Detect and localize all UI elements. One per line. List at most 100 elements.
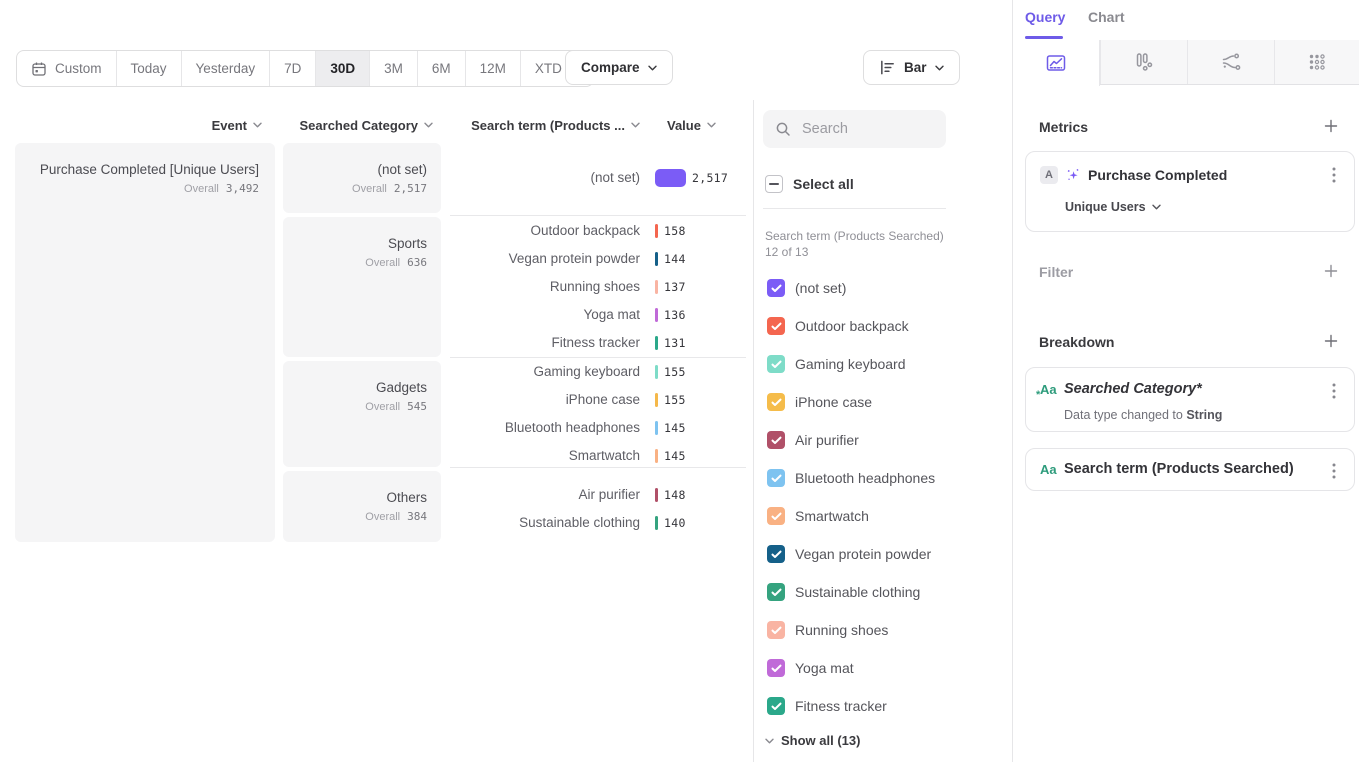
column-header-searched-category[interactable]: Searched Category bbox=[265, 117, 433, 133]
tab-chart[interactable]: Chart bbox=[1088, 9, 1125, 25]
term-label-sustainable-clothing[interactable]: Sustainable clothing bbox=[519, 515, 640, 530]
term-label-iphone-case[interactable]: iPhone case bbox=[565, 392, 640, 407]
term-label-yoga-mat[interactable]: Yoga mat bbox=[583, 307, 640, 322]
group-separator bbox=[450, 467, 746, 468]
filter-item-bluetooth-headphones[interactable]: Bluetooth headphones bbox=[767, 468, 935, 488]
filter-item-yoga-mat[interactable]: Yoga mat bbox=[767, 658, 854, 678]
term-label-not-set[interactable]: (not set) bbox=[590, 170, 640, 185]
term-label-bluetooth-headphones[interactable]: Bluetooth headphones bbox=[504, 420, 640, 435]
filter-item-sustainable-clothing[interactable]: Sustainable clothing bbox=[767, 582, 920, 602]
report-tab-funnels[interactable] bbox=[1100, 40, 1187, 84]
add-breakdown-button[interactable] bbox=[1322, 332, 1340, 350]
filter-item-outdoor-backpack[interactable]: Outdoor backpack bbox=[767, 316, 909, 336]
breakdown-menu-kebab-icon[interactable] bbox=[1326, 382, 1342, 400]
category-cell-gadgets[interactable]: Gadgets Overall 545 bbox=[283, 361, 441, 467]
breakdown-menu-kebab-icon[interactable] bbox=[1326, 462, 1342, 480]
category-cell-sports[interactable]: Sports Overall 636 bbox=[283, 217, 441, 357]
filter-item-vegan-protein-powder[interactable]: Vegan protein powder bbox=[767, 544, 931, 564]
term-label-smartwatch[interactable]: Smartwatch bbox=[568, 448, 640, 463]
range-button-12m[interactable]: 12M bbox=[464, 51, 520, 86]
checkbox-checked[interactable] bbox=[767, 469, 785, 487]
tab-query[interactable]: Query bbox=[1025, 9, 1066, 25]
checkbox-checked[interactable] bbox=[767, 507, 785, 525]
term-label-running-shoes[interactable]: Running shoes bbox=[549, 279, 640, 294]
chart-type-button[interactable]: Bar bbox=[863, 50, 960, 85]
event-cell[interactable]: Purchase Completed [Unique Users] Overal… bbox=[15, 143, 275, 542]
term-label-gaming-keyboard[interactable]: Gaming keyboard bbox=[533, 364, 640, 379]
search-input[interactable] bbox=[800, 120, 934, 138]
column-header-value[interactable]: Value bbox=[667, 117, 737, 133]
checkbox-checked[interactable] bbox=[767, 317, 785, 335]
search-box[interactable] bbox=[763, 110, 946, 148]
range-button-6m[interactable]: 6M bbox=[416, 51, 465, 86]
range-button-7d[interactable]: 7D bbox=[269, 51, 315, 86]
overall-label: Overall bbox=[352, 183, 387, 195]
term-label-air-purifier[interactable]: Air purifier bbox=[578, 487, 640, 502]
chevron-down-icon bbox=[253, 122, 262, 128]
calendar-icon bbox=[32, 62, 46, 76]
metric-event-name: Purchase Completed bbox=[1088, 167, 1228, 183]
add-filter-button[interactable] bbox=[1322, 262, 1340, 280]
aggregation-dropdown[interactable]: Unique Users bbox=[1065, 200, 1161, 214]
range-button-3m[interactable]: 3M bbox=[369, 51, 417, 86]
overall-value: 2,517 bbox=[393, 182, 427, 195]
value-bar bbox=[655, 488, 658, 502]
select-all-label: Select all bbox=[793, 176, 854, 192]
aggregation-label: Unique Users bbox=[1065, 200, 1146, 214]
term-label-fitness-tracker[interactable]: Fitness tracker bbox=[551, 335, 640, 350]
breakdown-card-searched-category[interactable]: Aa * Searched Category* Data type changed… bbox=[1025, 367, 1355, 432]
filter-item-running-shoes[interactable]: Running shoes bbox=[767, 620, 888, 640]
checkbox-checked[interactable] bbox=[767, 545, 785, 563]
report-tab-flows[interactable] bbox=[1187, 40, 1274, 84]
filter-item-air-purifier[interactable]: Air purifier bbox=[767, 430, 859, 450]
plus-icon bbox=[1324, 119, 1338, 133]
value-text: 131 bbox=[664, 336, 686, 350]
modified-asterisk: * bbox=[1036, 389, 1041, 401]
range-button-yesterday[interactable]: Yesterday bbox=[180, 51, 270, 86]
checkbox-checked[interactable] bbox=[767, 659, 785, 677]
filter-item-not-set[interactable]: (not set) bbox=[767, 278, 846, 298]
range-button-today[interactable]: Today bbox=[115, 51, 181, 86]
checkbox-checked[interactable] bbox=[767, 583, 785, 601]
select-all-checkbox[interactable] bbox=[765, 175, 783, 193]
report-type-strip bbox=[1013, 40, 1359, 86]
filter-item-smartwatch[interactable]: Smartwatch bbox=[767, 506, 869, 526]
compare-button[interactable]: Compare bbox=[565, 50, 673, 85]
checkbox-checked[interactable] bbox=[767, 355, 785, 373]
add-metric-button[interactable] bbox=[1322, 117, 1340, 135]
checkbox-checked[interactable] bbox=[767, 393, 785, 411]
report-tab-retention[interactable] bbox=[1274, 40, 1359, 84]
term-label-outdoor-backpack[interactable]: Outdoor backpack bbox=[530, 223, 640, 238]
show-all-button[interactable]: Show all (13) bbox=[765, 733, 860, 748]
checkbox-checked[interactable] bbox=[767, 621, 785, 639]
filter-item-iphone-case[interactable]: iPhone case bbox=[767, 392, 872, 412]
category-cell-others[interactable]: Others Overall 384 bbox=[283, 471, 441, 542]
chart-type-label: Bar bbox=[904, 60, 927, 75]
value-text: 140 bbox=[664, 516, 686, 530]
check-icon bbox=[771, 322, 781, 330]
value-text: 155 bbox=[664, 393, 686, 407]
breakdown-card-search-term[interactable]: Aa Search term (Products Searched) bbox=[1025, 448, 1355, 491]
query-panel-divider bbox=[1012, 0, 1013, 762]
term-label-vegan-protein-powder[interactable]: Vegan protein powder bbox=[508, 251, 640, 266]
range-button-30d[interactable]: 30D bbox=[315, 51, 370, 86]
filter-item-label: Running shoes bbox=[795, 622, 889, 638]
column-header-search-term[interactable]: Search term (Products ... bbox=[440, 117, 640, 133]
value-bar bbox=[655, 280, 658, 294]
column-header-event[interactable]: Event bbox=[80, 117, 262, 133]
checkbox-checked[interactable] bbox=[767, 431, 785, 449]
metric-card[interactable]: A Purchase Completed Unique Users bbox=[1025, 151, 1355, 232]
range-button-custom[interactable]: Custom bbox=[17, 51, 116, 86]
value-bar bbox=[655, 252, 658, 266]
select-all-row[interactable]: Select all bbox=[765, 175, 854, 193]
report-tab-insights[interactable] bbox=[1013, 40, 1100, 86]
checkbox-checked[interactable] bbox=[767, 697, 785, 715]
overall-value: 636 bbox=[407, 256, 427, 269]
overall-label: Overall bbox=[184, 183, 219, 195]
filter-item-gaming-keyboard[interactable]: Gaming keyboard bbox=[767, 354, 906, 374]
metric-menu-kebab-icon[interactable] bbox=[1326, 166, 1342, 184]
filter-item-fitness-tracker[interactable]: Fitness tracker bbox=[767, 696, 887, 716]
category-cell-not-set[interactable]: (not set) Overall 2,517 bbox=[283, 143, 441, 213]
checkbox-checked[interactable] bbox=[767, 279, 785, 297]
chevron-down-icon bbox=[647, 65, 657, 71]
